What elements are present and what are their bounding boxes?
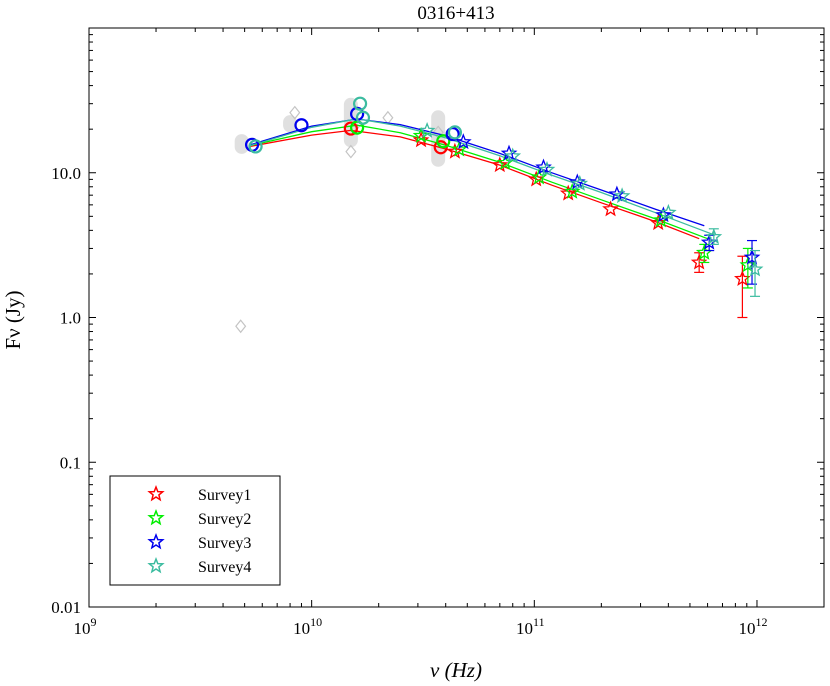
star-point-survey2 [563, 182, 581, 199]
circle-point-survey4 [248, 139, 263, 154]
y-tick-label: 0.01 [51, 598, 81, 617]
star-point-survey4 [538, 160, 556, 177]
y-tick-label: 1.0 [60, 309, 81, 328]
circle-point-survey2 [436, 134, 451, 149]
circle-point-survey4 [355, 110, 371, 125]
x-tick-label: 1010 [293, 615, 322, 638]
star-point-survey4 [571, 174, 589, 191]
fit-curve-survey2 [250, 124, 708, 240]
x-tick-label: 109 [74, 615, 97, 638]
star-point-survey2 [412, 126, 430, 143]
star-point-survey2 [739, 256, 757, 273]
fit-curve-survey4 [250, 118, 716, 236]
star-point-survey4 [660, 203, 677, 220]
x-axis-label: ν (Hz) [430, 658, 482, 682]
star-point-survey2 [450, 140, 468, 157]
star-point-survey3 [455, 133, 472, 150]
star-point-survey3 [608, 185, 626, 202]
legend-star-icon [147, 532, 165, 550]
star-point-survey3 [743, 248, 761, 265]
star-point-survey4 [613, 187, 631, 204]
circle-point-survey1 [343, 121, 358, 136]
legend-label: Survey3 [198, 535, 251, 552]
star-point-survey1 [491, 156, 509, 173]
legend-label: Survey2 [198, 511, 251, 528]
star-point-survey4 [746, 260, 764, 277]
legend-star-icon [147, 556, 165, 574]
star-point-survey3 [655, 206, 672, 223]
marker-layer [244, 96, 764, 319]
circle-point-survey4 [352, 96, 368, 111]
star-point-survey4 [705, 228, 723, 245]
star-point-survey4 [418, 122, 436, 138]
y-tick-label: 10.0 [51, 164, 81, 183]
archival-diamond [289, 105, 301, 120]
circle-point-survey3 [445, 126, 460, 142]
circle-point-survey4 [447, 125, 463, 140]
archival-band [234, 134, 249, 154]
legend-star-icon [147, 484, 165, 502]
archival-band [283, 115, 298, 133]
archival-layer [234, 97, 446, 334]
legend-label: Survey1 [198, 487, 251, 504]
fit-curve-survey1 [250, 129, 700, 240]
fit-layer [250, 118, 716, 240]
x-tick-label: 1011 [516, 615, 545, 638]
archival-diamond [345, 144, 357, 159]
y-tick-label: 0.1 [60, 453, 81, 472]
circle-point-survey3 [294, 118, 309, 133]
star-point-survey1 [412, 131, 430, 148]
legend-box [109, 475, 281, 586]
star-point-survey4 [504, 147, 522, 164]
legend: Survey1 Survey2 Survey3 Survey4 [109, 475, 281, 586]
archival-diamond [235, 319, 247, 334]
plot-frame [88, 27, 825, 608]
legend-label: Survey4 [198, 559, 251, 576]
chart-title: 0316+413 [417, 3, 494, 24]
y-axis-label: Fν (Jy) [1, 290, 25, 349]
star-point-survey1 [602, 200, 619, 217]
x-tick-label: 1012 [738, 615, 767, 638]
legend-star-icon [147, 508, 165, 526]
